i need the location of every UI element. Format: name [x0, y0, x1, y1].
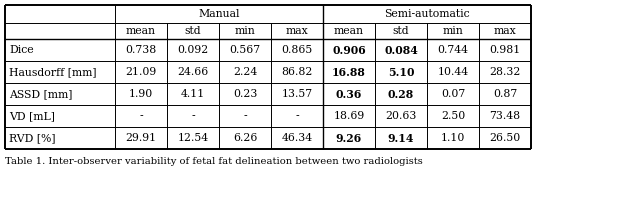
Text: -: -: [243, 111, 247, 121]
Text: -: -: [295, 111, 299, 121]
Text: Dice: Dice: [9, 45, 34, 55]
Text: std: std: [185, 26, 202, 36]
Text: -: -: [191, 111, 195, 121]
Text: 16.88: 16.88: [332, 66, 366, 77]
Text: 0.865: 0.865: [282, 45, 312, 55]
Text: Manual: Manual: [198, 9, 240, 19]
Text: VD [mL]: VD [mL]: [9, 111, 55, 121]
Text: mean: mean: [126, 26, 156, 36]
Text: 21.09: 21.09: [125, 67, 157, 77]
Text: mean: mean: [334, 26, 364, 36]
Text: 13.57: 13.57: [282, 89, 312, 99]
Text: 20.63: 20.63: [385, 111, 417, 121]
Text: 9.26: 9.26: [336, 133, 362, 143]
Text: 46.34: 46.34: [282, 133, 312, 143]
Text: 0.084: 0.084: [384, 45, 418, 55]
Text: 12.54: 12.54: [177, 133, 209, 143]
Text: 28.32: 28.32: [490, 67, 521, 77]
Text: 0.28: 0.28: [388, 88, 414, 100]
Text: 0.981: 0.981: [490, 45, 520, 55]
Text: 1.10: 1.10: [441, 133, 465, 143]
Text: Semi-automatic: Semi-automatic: [384, 9, 470, 19]
Text: min: min: [443, 26, 463, 36]
Text: 18.69: 18.69: [333, 111, 365, 121]
Text: 0.738: 0.738: [125, 45, 157, 55]
Text: 1.90: 1.90: [129, 89, 153, 99]
Text: 0.744: 0.744: [438, 45, 468, 55]
Text: 26.50: 26.50: [490, 133, 520, 143]
Text: 0.23: 0.23: [233, 89, 257, 99]
Text: 0.87: 0.87: [493, 89, 517, 99]
Text: 0.906: 0.906: [332, 45, 366, 55]
Text: 86.82: 86.82: [282, 67, 313, 77]
Text: 6.26: 6.26: [233, 133, 257, 143]
Text: 4.11: 4.11: [181, 89, 205, 99]
Text: 0.07: 0.07: [441, 89, 465, 99]
Text: 24.66: 24.66: [177, 67, 209, 77]
Text: -: -: [139, 111, 143, 121]
Text: RVD [%]: RVD [%]: [9, 133, 56, 143]
Text: 10.44: 10.44: [437, 67, 468, 77]
Text: 0.092: 0.092: [177, 45, 209, 55]
Text: 73.48: 73.48: [490, 111, 520, 121]
Text: 9.14: 9.14: [388, 133, 414, 143]
Text: 0.36: 0.36: [336, 88, 362, 100]
Text: max: max: [493, 26, 516, 36]
Text: 5.10: 5.10: [388, 66, 414, 77]
Text: max: max: [285, 26, 308, 36]
Text: std: std: [393, 26, 410, 36]
Text: Hausdorff [mm]: Hausdorff [mm]: [9, 67, 97, 77]
Text: ASSD [mm]: ASSD [mm]: [9, 89, 72, 99]
Text: 0.567: 0.567: [229, 45, 260, 55]
Text: 2.50: 2.50: [441, 111, 465, 121]
Text: min: min: [235, 26, 255, 36]
Text: 2.24: 2.24: [233, 67, 257, 77]
Text: Table 1. Inter-observer variability of fetal fat delineation between two radiolo: Table 1. Inter-observer variability of f…: [5, 157, 423, 166]
Text: 29.91: 29.91: [125, 133, 157, 143]
